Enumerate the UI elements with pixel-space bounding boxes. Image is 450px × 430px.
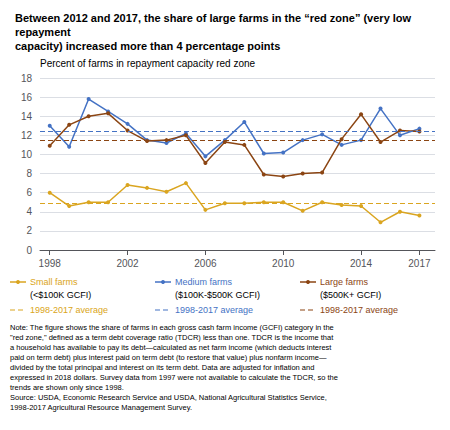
svg-text:4: 4: [26, 206, 32, 217]
svg-text:"red zone," defined as a term: "red zone," defined as a term debt cover…: [10, 333, 334, 342]
svg-text:Note: The figure shows the sha: Note: The figure shows the share of farm…: [10, 323, 334, 332]
svg-text:14: 14: [21, 111, 33, 122]
svg-text:repayment: repayment: [15, 26, 71, 38]
svg-text:1998-2017 average: 1998-2017 average: [175, 305, 253, 315]
svg-text:expressed in 2018 dollars. Sur: expressed in 2018 dollars. Survey data f…: [10, 373, 338, 382]
svg-text:a household has available to p: a household has available to pay its deb…: [10, 343, 332, 352]
svg-text:capacity) increased more than: capacity) increased more than 4 percenta…: [15, 40, 280, 52]
svg-text:Percent of farms in repayment: Percent of farms in repayment capacity r…: [40, 58, 256, 69]
svg-text:0: 0: [26, 245, 32, 256]
svg-text:16: 16: [21, 92, 33, 103]
svg-text:(<$100K GCFI): (<$100K GCFI): [30, 290, 91, 300]
svg-text:2: 2: [26, 225, 32, 236]
svg-text:1998: 1998: [39, 258, 62, 269]
svg-text:paid on term debt) plus intere: paid on term debt) plus interest paid on…: [10, 353, 327, 362]
svg-text:1998-2017 Agricultural Resourc: 1998-2017 Agricultural Resource Manageme…: [10, 403, 192, 412]
svg-text:1998-2017 average: 1998-2017 average: [320, 305, 398, 315]
svg-text:2017: 2017: [408, 258, 431, 269]
svg-text:($100K-$500K GCFI): ($100K-$500K GCFI): [175, 290, 260, 300]
svg-text:6: 6: [26, 187, 32, 198]
svg-text:2006: 2006: [194, 258, 217, 269]
svg-text:Medium farms: Medium farms: [175, 277, 233, 287]
svg-text:2014: 2014: [350, 258, 373, 269]
svg-text:($500K+ GCFI): ($500K+ GCFI): [320, 290, 381, 300]
svg-text:2002: 2002: [116, 258, 139, 269]
svg-text:Large farms: Large farms: [320, 277, 369, 287]
svg-text:divided by the total principal: divided by the total principal and inter…: [10, 363, 314, 372]
svg-text:18: 18: [21, 73, 33, 84]
svg-text:Source: USDA, Economic Researc: Source: USDA, Economic Research Service …: [10, 393, 327, 402]
svg-text:1998-2017 average: 1998-2017 average: [30, 305, 108, 315]
svg-text:2010: 2010: [272, 258, 295, 269]
svg-text:12: 12: [21, 130, 33, 141]
svg-text:Small farms: Small farms: [30, 277, 78, 287]
svg-text:8: 8: [26, 168, 32, 179]
svg-text:trends are shown only since 19: trends are shown only since 1998.: [10, 383, 124, 392]
svg-text:10: 10: [21, 149, 33, 160]
svg-text:Between 2012 and 2017, the sha: Between 2012 and 2017, the share of larg…: [15, 12, 414, 24]
